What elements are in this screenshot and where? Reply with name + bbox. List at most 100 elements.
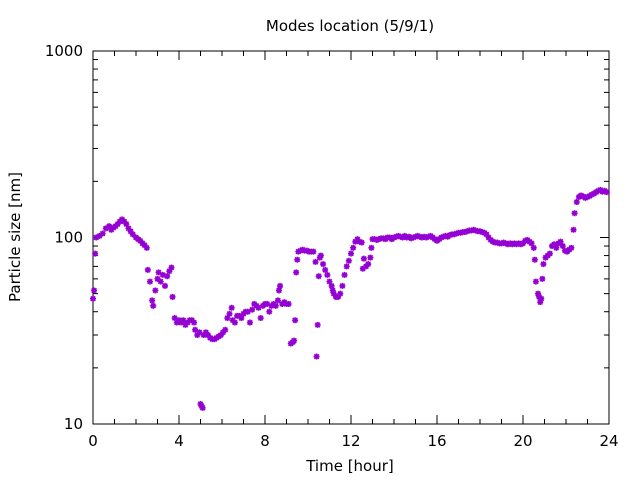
data-point [93, 234, 100, 241]
data-point [483, 231, 490, 238]
data-point [329, 287, 336, 294]
data-point [522, 237, 529, 244]
x-tick-label: 24 [599, 432, 618, 450]
data-point [509, 241, 516, 248]
data-point [502, 240, 509, 247]
data-point [571, 210, 578, 217]
data-point [299, 246, 306, 253]
data-point [196, 329, 203, 336]
x-tick-label: 4 [174, 432, 184, 450]
data-point [264, 300, 271, 307]
data-point [352, 238, 359, 245]
data-point [485, 234, 492, 241]
data-point [535, 290, 542, 297]
data-point [146, 278, 153, 285]
data-point [202, 329, 209, 336]
data-point [546, 250, 553, 257]
data-point [532, 278, 539, 285]
data-point [246, 319, 253, 326]
data-point [599, 188, 606, 195]
data-point [191, 319, 198, 326]
data-point [595, 187, 602, 194]
data-point [152, 287, 159, 294]
data-point [121, 218, 128, 225]
axis-ticks [92, 50, 610, 425]
x-tick-label: 20 [513, 432, 532, 450]
data-point [317, 252, 324, 259]
y-tick-label: 1000 [45, 42, 83, 60]
data-point [373, 236, 380, 243]
data-point [375, 236, 382, 243]
data-point [295, 248, 302, 255]
data-point [129, 231, 136, 238]
data-point [114, 221, 121, 228]
data-point [224, 315, 231, 322]
data-point [199, 404, 206, 411]
data-points [90, 186, 610, 411]
data-point [538, 295, 545, 302]
data-point [539, 275, 546, 282]
data-point [297, 247, 304, 254]
y-tick-labels: 10 100 1000 [45, 42, 83, 433]
data-point [515, 240, 522, 247]
x-tick-label: 12 [341, 432, 360, 450]
data-point [90, 295, 96, 302]
data-point [530, 244, 537, 251]
x-tick-labels: 0 4 8 12 16 20 24 [88, 432, 618, 450]
data-point [418, 234, 425, 241]
data-point [350, 244, 357, 251]
data-point [312, 258, 319, 265]
data-point [294, 256, 301, 263]
data-point [244, 308, 251, 315]
data-point [220, 329, 227, 336]
data-point [291, 337, 298, 344]
data-point [354, 236, 361, 243]
data-point [551, 241, 558, 248]
data-point [494, 239, 501, 246]
data-point [371, 236, 378, 243]
data-point [162, 282, 169, 289]
data-point [368, 244, 375, 251]
data-point [573, 199, 580, 206]
data-point [303, 247, 310, 254]
data-point [337, 290, 344, 297]
data-point [339, 282, 346, 289]
data-point [96, 232, 103, 239]
data-point [266, 308, 273, 315]
chart-title: Modes location (5/9/1) [266, 17, 434, 35]
data-point [249, 306, 256, 313]
data-point [168, 264, 175, 271]
data-point [520, 240, 526, 247]
data-point [540, 261, 547, 268]
data-point [137, 237, 144, 244]
data-point [166, 268, 173, 275]
data-point [584, 193, 591, 200]
data-point [537, 299, 544, 306]
data-point [127, 228, 134, 235]
data-point [164, 273, 171, 280]
x-tick-label: 0 [88, 432, 98, 450]
data-point [348, 250, 354, 257]
data-point [102, 225, 109, 232]
data-point [410, 234, 417, 241]
x-tick-label: 8 [260, 432, 270, 450]
data-point [343, 263, 350, 270]
x-axis-label: Time [hour] [305, 457, 394, 475]
data-point [557, 238, 564, 245]
data-point [588, 191, 595, 198]
data-point [322, 266, 329, 273]
data-point [513, 241, 520, 248]
data-point [356, 238, 363, 245]
data-point [143, 244, 150, 251]
data-point [91, 287, 98, 294]
data-point [504, 241, 511, 248]
data-point [99, 230, 106, 237]
data-point [397, 233, 404, 240]
data-point [222, 326, 229, 333]
plot-frame [92, 50, 610, 425]
data-point [231, 319, 238, 326]
data-point [274, 297, 281, 304]
data-point [416, 233, 423, 240]
data-point [226, 310, 233, 317]
